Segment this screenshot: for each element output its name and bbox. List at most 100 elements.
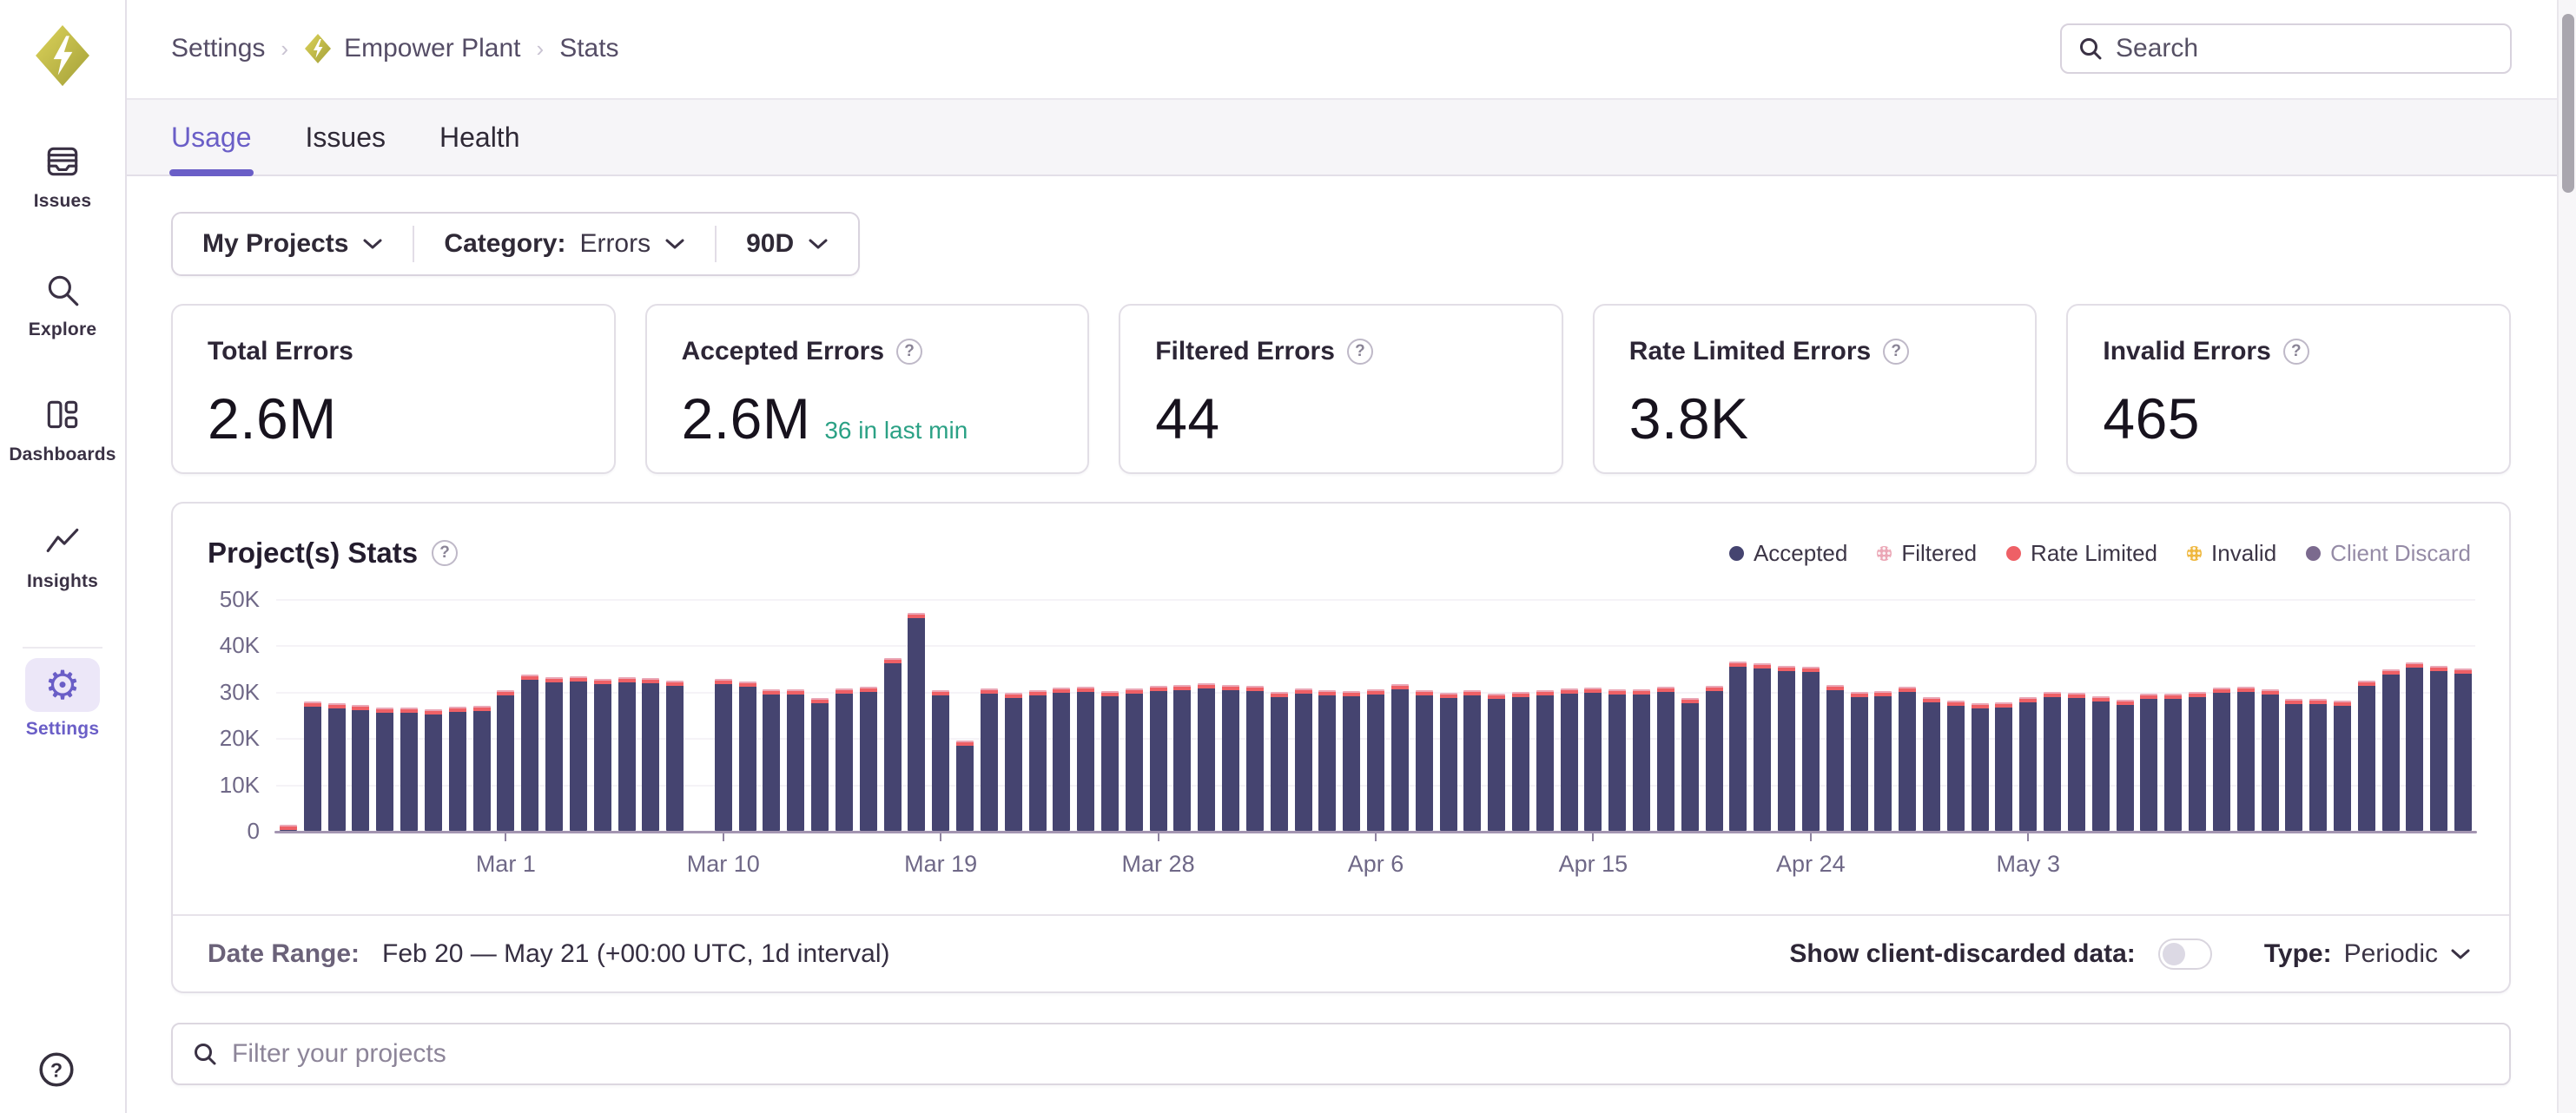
stacked-bar[interactable] <box>1584 688 1602 831</box>
stacked-bar[interactable] <box>1463 690 1482 831</box>
stacked-bar[interactable] <box>303 701 321 831</box>
type-dropdown[interactable]: Type: Periodic <box>2247 939 2471 969</box>
stacked-bar[interactable] <box>352 705 370 831</box>
stacked-bar[interactable] <box>1633 689 1651 831</box>
sidebar-item-insights[interactable]: Insights <box>0 519 125 592</box>
question-circle-icon[interactable]: ? <box>896 339 923 365</box>
breadcrumb-org[interactable]: Empower Plant <box>304 33 521 64</box>
stacked-bar[interactable] <box>2454 668 2473 831</box>
stacked-bar[interactable] <box>1681 698 1699 831</box>
legend-item-client-discard[interactable]: Client Discard <box>2306 540 2471 567</box>
stacked-bar[interactable] <box>787 689 805 831</box>
stacked-bar[interactable] <box>1946 701 1965 831</box>
stacked-bar[interactable] <box>1439 693 1457 831</box>
legend-item-accepted[interactable]: Accepted <box>1728 540 1847 567</box>
stacked-bar[interactable] <box>2236 687 2255 831</box>
search-input[interactable] <box>2116 34 2480 63</box>
stacked-bar[interactable] <box>2140 694 2158 831</box>
stacked-bar[interactable] <box>1004 693 1022 831</box>
stacked-bar[interactable] <box>666 681 684 831</box>
stacked-bar[interactable] <box>1028 690 1047 831</box>
stacked-bar[interactable] <box>1343 691 1361 831</box>
stacked-bar[interactable] <box>448 707 466 831</box>
stacked-bar[interactable] <box>2285 699 2303 831</box>
stacked-bar[interactable] <box>714 679 732 831</box>
stacked-bar[interactable] <box>400 708 418 831</box>
project-filter-input[interactable] <box>232 1039 2490 1069</box>
stacked-bar[interactable] <box>956 741 974 831</box>
scrollbar-thumb[interactable] <box>2562 14 2574 193</box>
sidebar-item-settings[interactable]: ⚙ Settings <box>0 658 125 740</box>
stacked-bar[interactable] <box>2309 699 2328 831</box>
stacked-bar[interactable] <box>980 688 998 831</box>
stacked-bar[interactable] <box>859 687 877 831</box>
stacked-bar[interactable] <box>376 708 394 831</box>
stacked-bar[interactable] <box>2261 689 2279 831</box>
stacked-bar[interactable] <box>908 613 926 831</box>
stacked-bar[interactable] <box>1149 686 1167 831</box>
stacked-bar[interactable] <box>1754 663 1772 831</box>
stacked-bar[interactable] <box>2067 693 2085 831</box>
stacked-bar[interactable] <box>1608 689 1627 831</box>
stacked-bar[interactable] <box>1294 688 1312 831</box>
stacked-bar[interactable] <box>883 658 902 831</box>
stacked-bar[interactable] <box>1511 692 1529 831</box>
stacked-bar[interactable] <box>1415 690 1433 831</box>
stacked-bar[interactable] <box>738 682 756 831</box>
question-circle-icon[interactable]: ? <box>2282 339 2309 365</box>
breadcrumb-stats[interactable]: Stats <box>559 34 619 63</box>
stacked-bar[interactable] <box>593 679 611 831</box>
sidebar-item-dashboards[interactable]: Dashboards <box>0 392 125 465</box>
stacked-bar[interactable] <box>1971 703 1989 831</box>
stacked-bar[interactable] <box>1100 691 1119 831</box>
breadcrumb-settings[interactable]: Settings <box>171 34 266 63</box>
question-circle-icon[interactable]: ? <box>1883 339 1910 365</box>
question-circle-icon[interactable]: ? <box>1346 339 1373 365</box>
stacked-bar[interactable] <box>1656 687 1674 831</box>
stacked-bar[interactable] <box>2334 701 2351 831</box>
projects-dropdown[interactable]: My Projects <box>173 229 413 259</box>
stacked-bar[interactable] <box>811 698 829 831</box>
stacked-bar[interactable] <box>2406 662 2424 831</box>
category-dropdown[interactable]: Category: Errors <box>414 229 715 259</box>
stacked-bar[interactable] <box>1222 685 1240 831</box>
global-search[interactable] <box>2060 23 2512 74</box>
sidebar-item-issues[interactable]: Issues <box>0 139 125 212</box>
stacked-bar[interactable] <box>2430 666 2448 831</box>
tab-health[interactable]: Health <box>439 121 520 153</box>
stacked-bar[interactable] <box>1923 697 1940 831</box>
stacked-bar[interactable] <box>1077 687 1095 831</box>
stacked-bar[interactable] <box>1850 692 1868 831</box>
vertical-scrollbar[interactable] <box>2557 0 2576 1113</box>
stacked-bar[interactable] <box>2091 696 2110 831</box>
stacked-bar[interactable] <box>1705 686 1723 831</box>
help-button[interactable]: ? <box>36 1050 76 1094</box>
stacked-bar[interactable] <box>1536 690 1554 831</box>
period-dropdown[interactable]: 90D <box>717 229 858 259</box>
stacked-bar[interactable] <box>1826 685 1844 831</box>
tab-issues[interactable]: Issues <box>305 121 386 153</box>
stacked-bar[interactable] <box>1995 702 2013 831</box>
legend-item-rate-limited[interactable]: Rate Limited <box>2006 540 2157 567</box>
stacked-bar[interactable] <box>1874 691 1892 831</box>
stacked-bar[interactable] <box>279 825 297 831</box>
legend-item-filtered[interactable]: Filtered <box>1877 540 1977 567</box>
stacked-bar[interactable] <box>2019 697 2038 831</box>
stacked-bar[interactable] <box>642 678 660 831</box>
stacked-bar[interactable] <box>1173 685 1192 831</box>
stacked-bar[interactable] <box>2381 669 2400 831</box>
client-discard-toggle[interactable] <box>2157 938 2212 970</box>
stacked-bar[interactable] <box>2357 681 2375 831</box>
stacked-bar[interactable] <box>932 690 950 831</box>
question-circle-icon[interactable]: ? <box>432 540 459 566</box>
stacked-bar[interactable] <box>327 703 346 831</box>
stacked-bar[interactable] <box>1778 666 1795 831</box>
stacked-bar[interactable] <box>1390 684 1409 831</box>
stacked-bar[interactable] <box>835 688 853 831</box>
sidebar-item-explore[interactable]: Explore <box>0 267 125 340</box>
stacked-bar[interactable] <box>1729 662 1747 831</box>
tab-usage[interactable]: Usage <box>169 100 253 176</box>
stacked-bar[interactable] <box>2044 692 2062 831</box>
stacked-bar[interactable] <box>1198 683 1216 831</box>
stacked-bar[interactable] <box>1270 692 1288 831</box>
